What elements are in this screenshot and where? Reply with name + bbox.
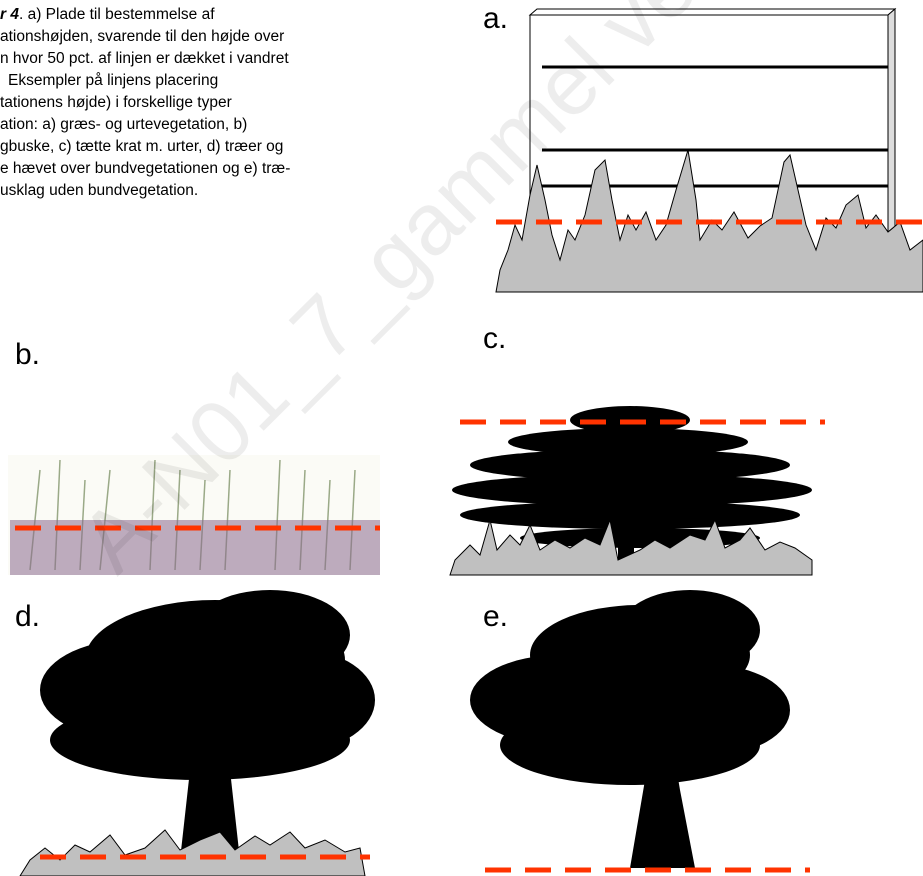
panel-label: d. bbox=[15, 600, 41, 633]
panel-label: b. bbox=[15, 338, 41, 371]
panel-d-drawing bbox=[19, 590, 375, 876]
caption-text: . a) Plade til bestemmelse af bbox=[18, 6, 215, 23]
caption-line: Eksempler på linjens placering bbox=[8, 72, 219, 89]
caption-emph: r 4 bbox=[0, 6, 19, 23]
panel-b-drawing bbox=[8, 455, 380, 575]
panel-e-drawing bbox=[470, 590, 810, 873]
caption-line: tationens højde) i forskellige typer bbox=[0, 94, 232, 111]
caption-line: ation: a) græs- og urtevegetation, b) bbox=[0, 116, 248, 133]
panel-c-drawing bbox=[449, 406, 825, 576]
panel-label: e. bbox=[483, 600, 509, 633]
panel-label: a. bbox=[483, 2, 509, 35]
caption-line: n hvor 50 pct. af linjen er dækket i van… bbox=[0, 50, 289, 67]
caption-line: gbuske, c) tætte krat m. urter, d) træer… bbox=[0, 138, 284, 155]
caption-line: usklag uden bundvegetation. bbox=[0, 182, 199, 199]
caption-line: e hævet over bundvegetationen og e) træ- bbox=[0, 160, 291, 177]
caption-line: ationshøjden, svarende til den højde ove… bbox=[0, 28, 285, 45]
panel-label: c. bbox=[483, 322, 507, 355]
caption-line: r 4. a) Plade til bestemmelse af bbox=[0, 6, 215, 24]
panel-a-drawing bbox=[495, 7, 923, 293]
